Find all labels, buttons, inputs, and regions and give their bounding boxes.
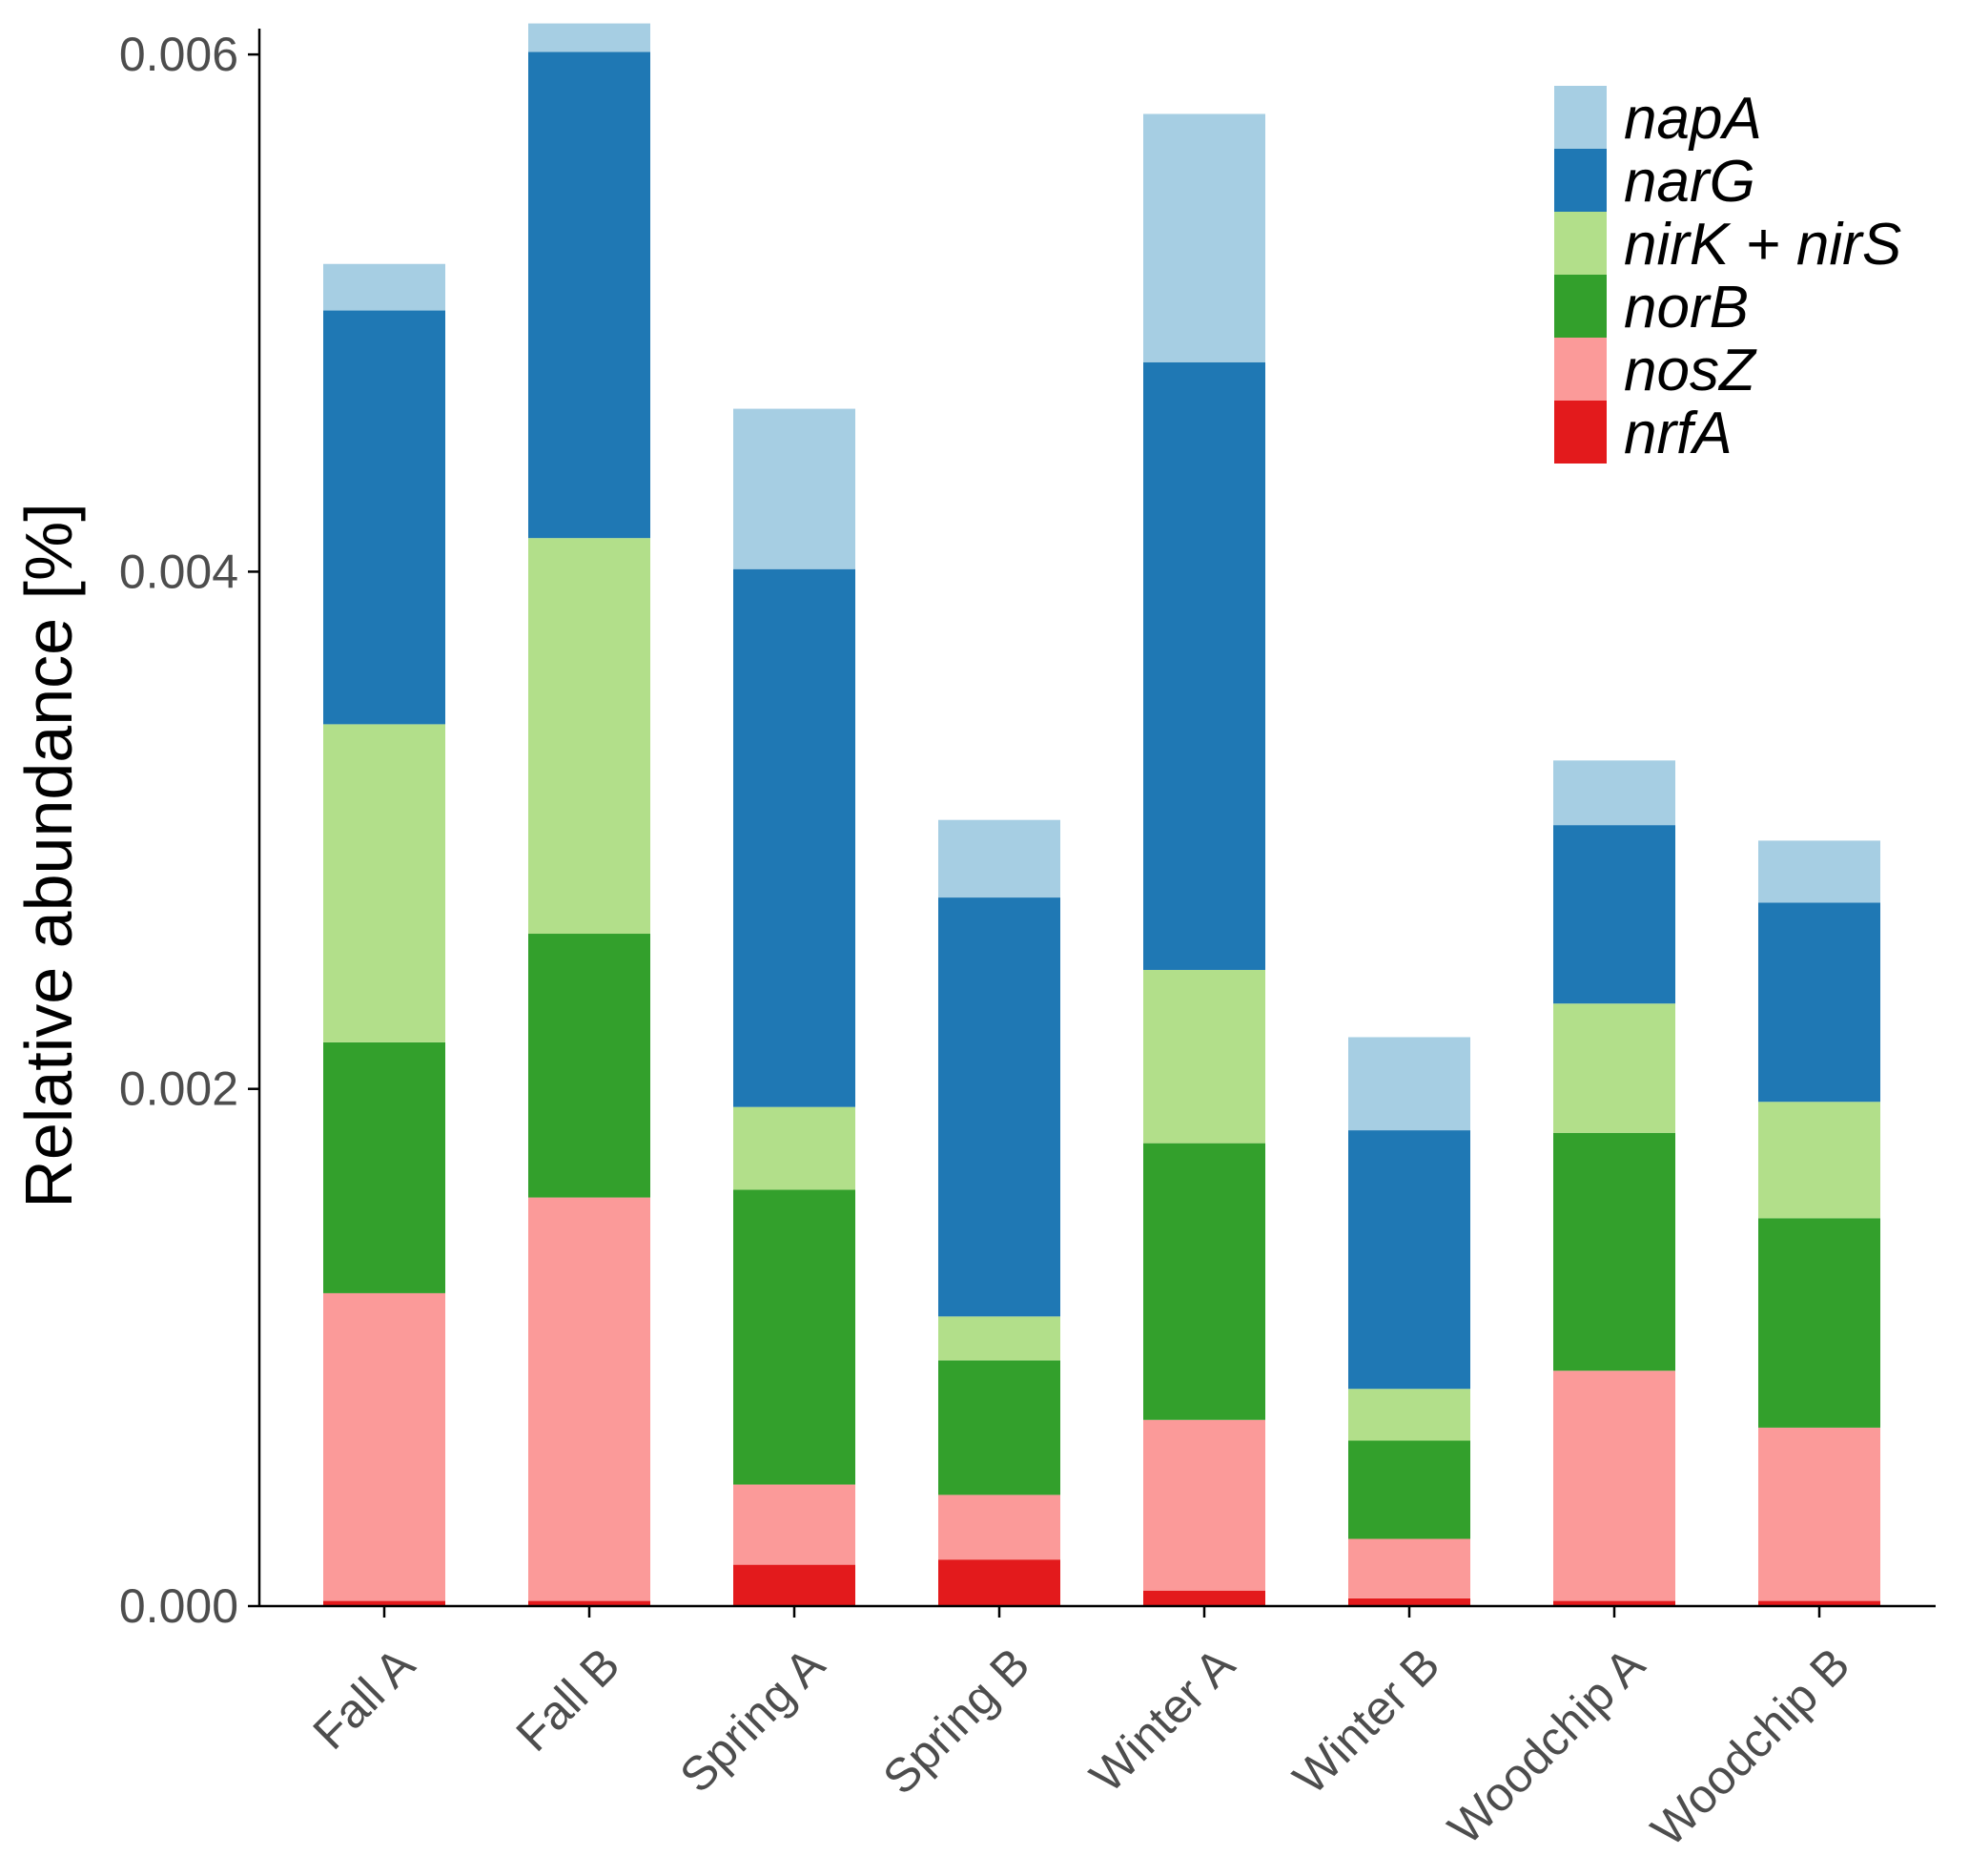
x-tick-label: Winter B <box>1282 1638 1449 1804</box>
bar-woodchip-a-napa <box>1553 760 1675 826</box>
bar-woodchip-a-nrfa <box>1553 1600 1675 1606</box>
bar-winter-b-nosz <box>1348 1538 1470 1598</box>
bar-winter-b-narg <box>1348 1130 1470 1390</box>
y-tick-label: 0.006 <box>119 28 238 81</box>
x-tick-label: Winter A <box>1079 1637 1245 1803</box>
legend-label-napa: napA <box>1624 86 1762 152</box>
bars-layer <box>323 23 1880 1606</box>
bar-winter-a-norb <box>1143 1143 1265 1420</box>
bar-fall-b-nosz <box>528 1197 650 1601</box>
bar-fall-b-narg <box>528 52 650 539</box>
legend-key-nosz <box>1554 338 1607 401</box>
bar-spring-a-nosz <box>733 1484 855 1565</box>
bar-winter-b-nrfa <box>1348 1598 1470 1606</box>
legend-key-narg <box>1554 149 1607 212</box>
bar-fall-b-nirk-nirs <box>528 538 650 935</box>
bar-spring-b-nosz <box>938 1495 1060 1560</box>
bar-winter-b-norb <box>1348 1440 1470 1539</box>
bar-woodchip-b-norb <box>1758 1218 1880 1428</box>
bar-fall-b-norb <box>528 934 650 1198</box>
bar-spring-b-norb <box>938 1360 1060 1495</box>
x-tick-label: Spring B <box>872 1638 1039 1804</box>
y-axis-title: Relative abundance [%] <box>11 503 86 1207</box>
x-tick-label: Woodchip A <box>1438 1637 1655 1854</box>
bar-winter-b-nirk-nirs <box>1348 1389 1470 1441</box>
bar-fall-a-norb <box>323 1041 445 1293</box>
x-tick-label: Woodchip B <box>1641 1638 1860 1857</box>
bar-woodchip-a-nosz <box>1553 1371 1675 1601</box>
bar-winter-a-narg <box>1143 361 1265 970</box>
bar-fall-a-narg <box>323 310 445 725</box>
bar-fall-b-nrfa <box>528 1600 650 1606</box>
x-tick-label: Spring A <box>669 1637 835 1803</box>
bar-spring-b-narg <box>938 897 1060 1317</box>
bar-woodchip-a-norb <box>1553 1132 1675 1371</box>
legend-key-norb <box>1554 275 1607 338</box>
y-tick-label: 0.004 <box>119 545 238 598</box>
legend-key-nirk-nirs <box>1554 212 1607 275</box>
bar-spring-b-nirk-nirs <box>938 1316 1060 1361</box>
bar-woodchip-b-nrfa <box>1758 1600 1880 1606</box>
bar-spring-b-nrfa <box>938 1559 1060 1606</box>
bar-spring-b-napa <box>938 819 1060 898</box>
legend-key-nrfa <box>1554 401 1607 464</box>
bar-winter-b-napa <box>1348 1037 1470 1131</box>
bar-fall-a-nosz <box>323 1292 445 1601</box>
bar-winter-a-nirk-nirs <box>1143 969 1265 1144</box>
bar-spring-a-nirk-nirs <box>733 1106 855 1190</box>
legend-label-nosz: nosZ <box>1624 338 1757 403</box>
axes-layer <box>257 29 1936 1608</box>
bar-fall-b-napa <box>528 23 650 52</box>
bar-woodchip-b-nirk-nirs <box>1758 1102 1880 1219</box>
bar-spring-a-narg <box>733 568 855 1107</box>
y-tick-label: 0.000 <box>119 1579 238 1633</box>
bar-winter-a-nosz <box>1143 1419 1265 1591</box>
bar-woodchip-a-nirk-nirs <box>1553 1003 1675 1133</box>
x-ticks: Fall A Fall B Spring A Spring B Winter A Wint… <box>302 1606 1860 1857</box>
bar-woodchip-b-narg <box>1758 902 1880 1103</box>
y-ticks: 0.000 0.002 0.004 0.006 <box>119 28 259 1633</box>
bar-woodchip-b-nosz <box>1758 1427 1880 1601</box>
x-tick-label: Fall B <box>506 1638 630 1762</box>
legend-label-nrfa: nrfA <box>1624 401 1733 466</box>
legend-label-norb: norB <box>1624 275 1749 340</box>
bar-spring-a-norb <box>733 1189 855 1485</box>
legend-label-narg: narG <box>1624 149 1755 215</box>
legend-key-napa <box>1554 86 1607 149</box>
x-tick-label: Fall A <box>302 1637 424 1759</box>
bar-woodchip-b-napa <box>1758 840 1880 903</box>
legend-label-nirk-nirs: nirK + nirS <box>1624 212 1901 278</box>
bar-spring-a-napa <box>733 408 855 569</box>
bar-fall-a-napa <box>323 263 445 311</box>
bar-winter-a-nrfa <box>1143 1590 1265 1606</box>
bar-fall-a-nirk-nirs <box>323 724 445 1042</box>
y-tick-label: 0.002 <box>119 1062 238 1116</box>
bar-winter-a-napa <box>1143 113 1265 362</box>
bar-spring-a-nrfa <box>733 1564 855 1606</box>
bar-fall-a-nrfa <box>323 1600 445 1606</box>
bar-woodchip-a-narg <box>1553 825 1675 1004</box>
